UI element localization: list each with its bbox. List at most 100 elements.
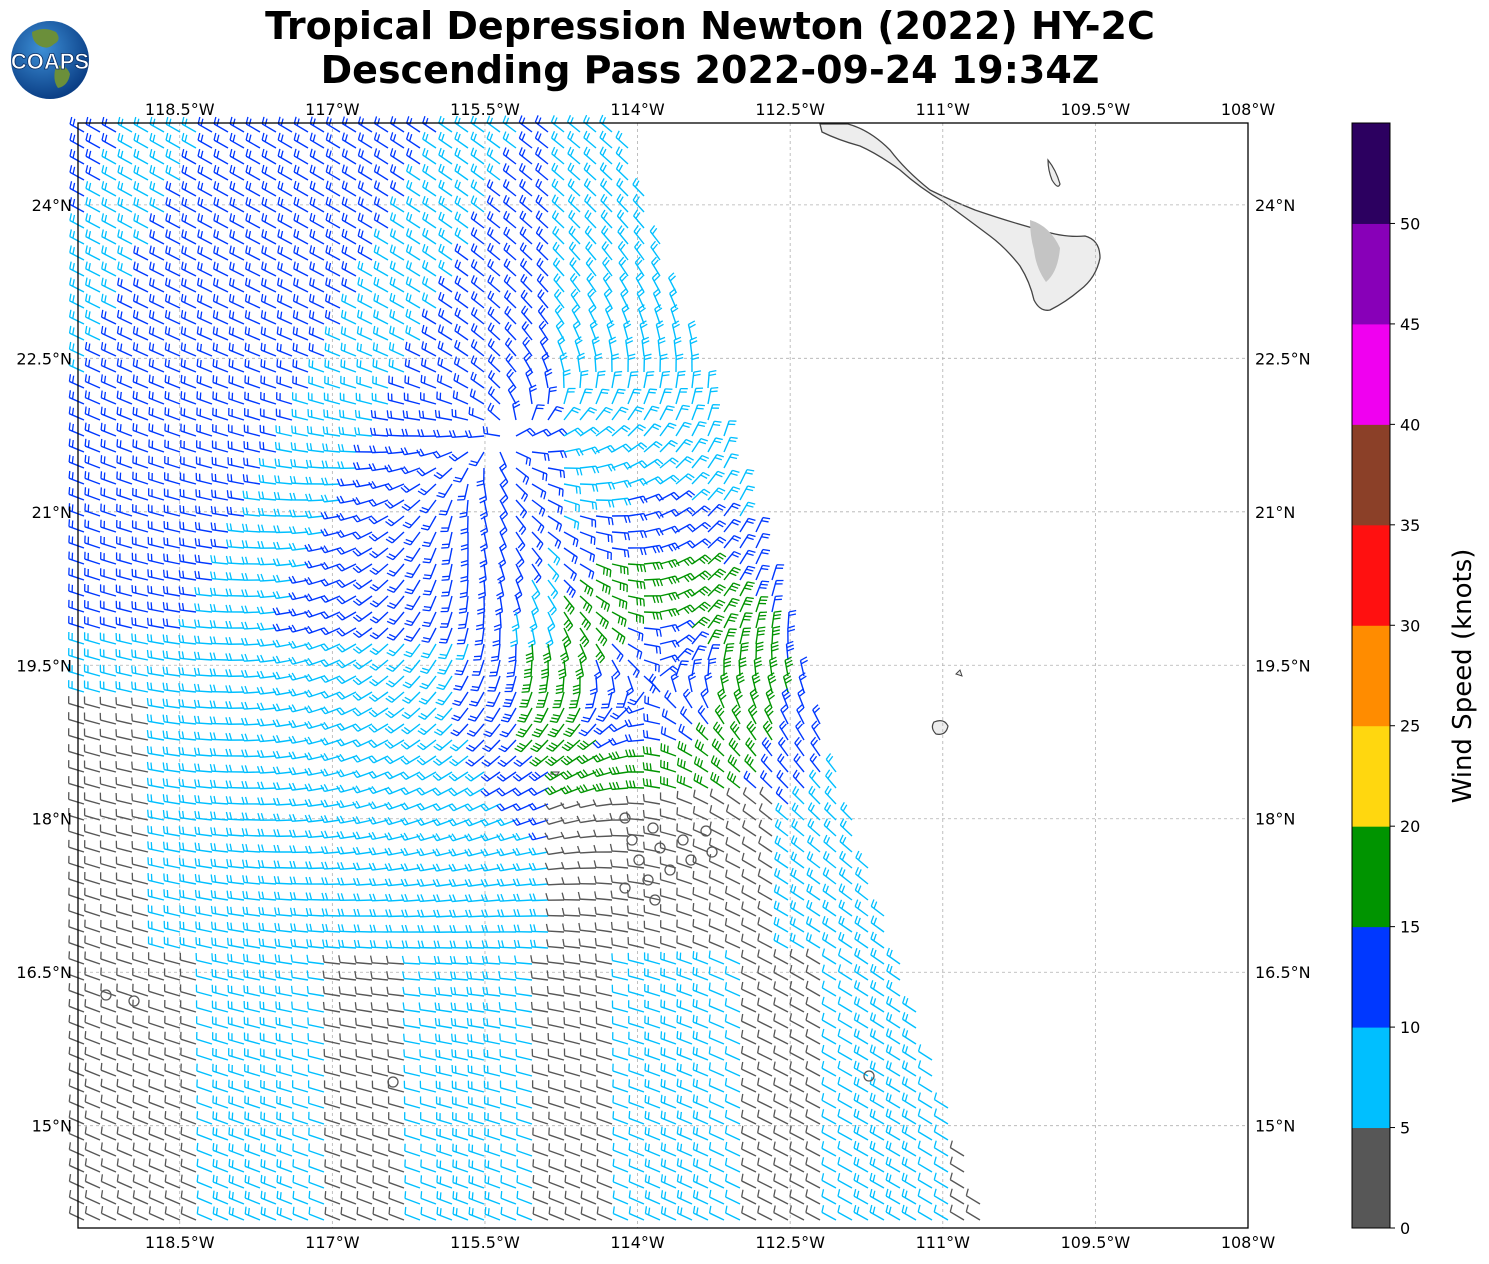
wind-barb <box>68 680 85 693</box>
wind-barb <box>467 1049 485 1061</box>
wind-barb <box>482 739 501 753</box>
wind-barb <box>464 771 485 782</box>
wind-barb <box>825 753 837 773</box>
wind-barb <box>599 130 613 149</box>
wind-barb <box>405 308 421 325</box>
wind-barb <box>515 1048 533 1061</box>
wind-barb <box>612 1111 629 1125</box>
wind-barb <box>917 1060 933 1077</box>
wind-barb <box>385 675 405 688</box>
wind-barb <box>599 146 613 165</box>
wind-barb <box>528 832 549 841</box>
wind-barb <box>676 757 693 773</box>
lon-tick-top: 111°W <box>916 100 971 119</box>
wind-barb <box>578 723 597 737</box>
wind-barb <box>775 802 789 821</box>
wind-barb <box>473 643 485 661</box>
wind-barb <box>467 1096 485 1109</box>
wind-barb <box>450 1018 469 1029</box>
wind-barb <box>516 1190 533 1205</box>
wind-barb <box>178 873 197 885</box>
wind-barb <box>839 834 853 853</box>
wind-barb <box>340 1112 357 1125</box>
wind-barb <box>84 1062 101 1077</box>
wind-barb <box>85 277 101 293</box>
wind-barb <box>178 857 197 869</box>
wind-barb <box>615 130 629 149</box>
wind-barb <box>373 293 389 309</box>
wind-barb <box>212 1127 229 1141</box>
lon-tick-bottom: 109.5°W <box>1061 1233 1131 1252</box>
wind-barb <box>644 1110 661 1125</box>
coaps-logo: COAPS <box>10 21 90 99</box>
wind-barb <box>339 1033 357 1045</box>
wind-barb <box>579 595 593 614</box>
wind-barb <box>660 983 677 997</box>
wind-barb <box>404 563 421 579</box>
wind-barb <box>245 261 261 277</box>
wind-barb <box>548 1190 565 1205</box>
wind-barb <box>499 723 517 738</box>
wind-barb <box>164 1063 181 1077</box>
wind-barb <box>625 795 645 805</box>
wind-barb <box>707 599 726 613</box>
wind-barb <box>227 1032 245 1045</box>
wind-barb <box>789 1045 805 1061</box>
wind-barb <box>355 1096 373 1109</box>
lat-tick-left: 15°N <box>32 1117 72 1136</box>
wind-barb <box>352 831 373 840</box>
wind-barb <box>487 338 501 357</box>
wind-barb <box>498 986 517 997</box>
wind-barb <box>692 1158 709 1173</box>
wind-barb <box>146 729 165 741</box>
wind-barb <box>755 580 770 597</box>
wind-barb <box>100 1110 117 1125</box>
wind-barb <box>791 818 805 837</box>
wind-barb <box>438 499 453 516</box>
wind-barb <box>560 802 581 810</box>
wind-barb <box>83 616 101 629</box>
wind-barb <box>320 846 341 855</box>
wind-barb <box>482 986 501 997</box>
wind-barb <box>611 611 627 627</box>
wind-barb <box>583 146 597 165</box>
wind-barb <box>458 595 469 614</box>
wind-barb <box>164 293 181 309</box>
wind-barb <box>529 611 538 632</box>
wind-barb <box>514 955 533 965</box>
wind-barb <box>368 878 389 887</box>
wind-barb <box>116 1110 133 1125</box>
wind-barb <box>771 564 785 581</box>
wind-barb <box>484 1143 501 1157</box>
wind-barb <box>901 1124 917 1141</box>
wind-barb <box>117 116 133 133</box>
wind-barb <box>243 441 261 453</box>
wind-barb <box>420 1127 437 1141</box>
wind-barb <box>404 1159 421 1173</box>
wind-barb <box>400 447 421 456</box>
wind-barb <box>308 310 325 325</box>
wind-barb <box>115 584 133 597</box>
wind-barb <box>405 228 421 245</box>
wind-barb <box>689 336 698 357</box>
wind-barb <box>659 607 680 617</box>
wind-barb <box>306 954 325 965</box>
wind-barb <box>693 756 709 773</box>
wind-barb <box>769 656 778 677</box>
wind-barb <box>404 375 421 389</box>
wind-barb <box>196 1079 213 1093</box>
wind-barb <box>464 848 485 857</box>
wind-barb <box>320 561 341 571</box>
wind-barb <box>765 688 775 709</box>
wind-barb <box>777 753 789 773</box>
wind-barb <box>226 843 245 853</box>
wind-barb <box>193 683 213 693</box>
wind-barb <box>194 874 213 885</box>
wind-barb <box>692 1174 709 1189</box>
wind-barb <box>228 407 245 421</box>
wind-barb <box>258 457 277 469</box>
wind-barb <box>272 703 293 712</box>
wind-barb <box>965 1204 981 1221</box>
wind-barb <box>68 422 85 437</box>
wind-barb <box>435 1096 453 1109</box>
